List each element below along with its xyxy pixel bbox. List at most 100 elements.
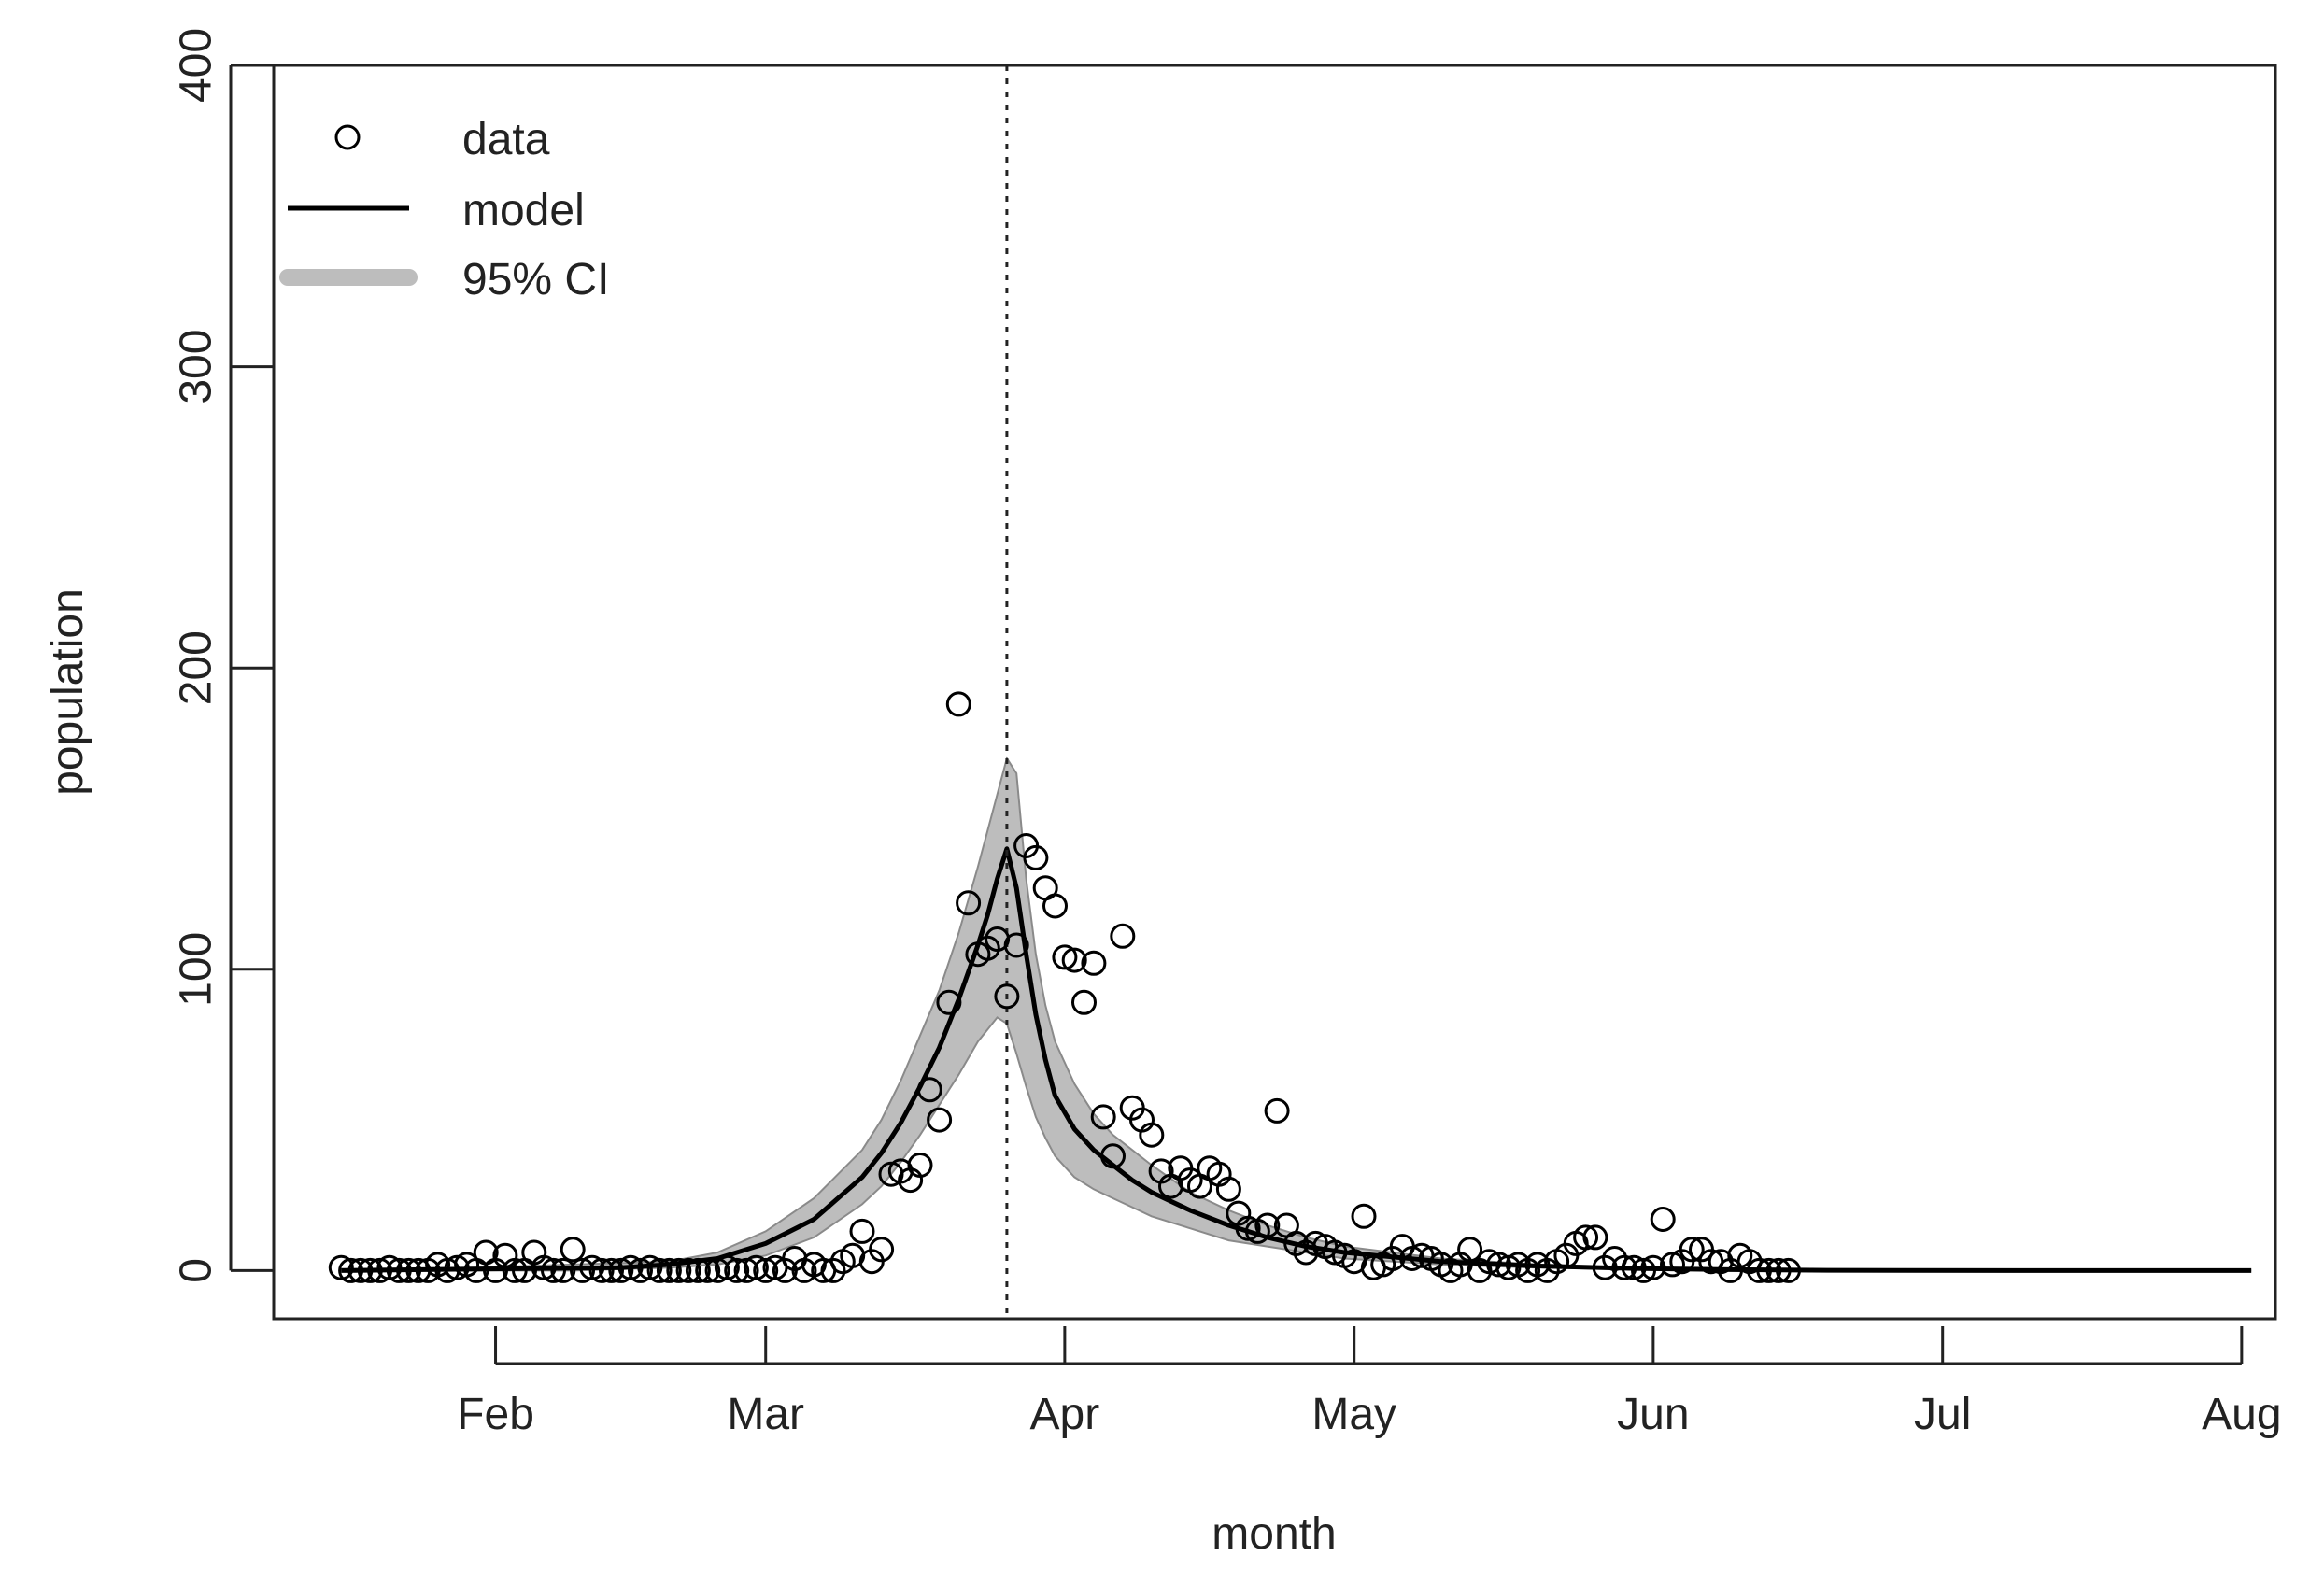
data-point	[1264, 1097, 1290, 1124]
data-point	[714, 1254, 740, 1280]
x-axis: Feb Mar Apr May Jun Jul Aug	[457, 1326, 2282, 1439]
data-point	[927, 1107, 953, 1133]
data-point	[743, 1254, 769, 1280]
data-point	[1582, 1224, 1608, 1251]
data-point	[753, 1257, 779, 1283]
y-tick-label: 200	[172, 630, 221, 705]
data-point	[1573, 1224, 1599, 1251]
data-point	[1351, 1203, 1377, 1229]
data-point	[1679, 1237, 1705, 1263]
model-line-layer	[341, 846, 2252, 1273]
data-point	[849, 1218, 875, 1244]
legend-label-ci: 95% CI	[462, 255, 609, 304]
data-point	[956, 890, 982, 916]
data-point	[1081, 950, 1107, 976]
data-point	[570, 1257, 595, 1283]
data-point	[1235, 1215, 1261, 1241]
data-point	[617, 1254, 644, 1280]
data-point	[328, 1254, 354, 1280]
data-point	[907, 1153, 933, 1178]
data-point	[1071, 989, 1097, 1015]
data-point	[1061, 947, 1087, 973]
data-point	[1457, 1237, 1483, 1263]
data-point	[656, 1257, 682, 1283]
x-tick-label: Feb	[457, 1390, 534, 1439]
x-tick-label: Apr	[1030, 1390, 1100, 1439]
y-axis: 0 100 200 300 400	[172, 28, 274, 1283]
y-tick-label: 400	[172, 28, 221, 103]
model-line	[341, 846, 2252, 1273]
data-point	[733, 1257, 759, 1283]
data-points-layer	[328, 691, 1801, 1283]
data-point	[1747, 1257, 1772, 1283]
data-point	[444, 1254, 470, 1280]
data-point	[502, 1257, 528, 1283]
data-point	[1215, 1176, 1241, 1202]
data-point	[338, 1257, 364, 1283]
data-point	[560, 1237, 586, 1263]
data-point	[1756, 1257, 1782, 1283]
data-point	[1776, 1257, 1801, 1283]
data-point	[1100, 1143, 1126, 1169]
data-point	[1399, 1246, 1425, 1271]
data-point	[936, 989, 962, 1015]
data-point	[1660, 1252, 1685, 1278]
x-tick-label: Mar	[727, 1390, 804, 1439]
x-tick-label: May	[1311, 1390, 1396, 1439]
data-point	[724, 1257, 750, 1283]
data-point	[541, 1257, 566, 1283]
data-point	[579, 1254, 605, 1280]
data-point	[550, 1257, 576, 1283]
data-point	[945, 691, 971, 717]
data-point	[1254, 1212, 1281, 1238]
data-point	[376, 1254, 403, 1280]
x-tick-label: Jul	[1914, 1390, 1971, 1439]
data-point	[1621, 1254, 1647, 1280]
data-point	[608, 1257, 634, 1283]
data-point	[675, 1257, 701, 1283]
data-point	[695, 1257, 721, 1283]
data-point	[916, 1077, 942, 1103]
y-tick-label: 100	[172, 932, 221, 1007]
data-point	[1023, 844, 1049, 870]
data-point	[1003, 932, 1029, 958]
y-axis-title: population	[43, 588, 92, 796]
legend-label-data: data	[462, 115, 550, 164]
legend: data model 95% CI	[279, 115, 609, 304]
data-point	[1650, 1207, 1676, 1232]
data-point	[1765, 1257, 1792, 1283]
data-point	[599, 1257, 624, 1283]
data-point	[347, 1257, 374, 1283]
data-point	[367, 1257, 393, 1283]
legend-point-swatch	[334, 124, 361, 150]
x-tick-label: Jun	[1617, 1390, 1689, 1439]
data-point	[1611, 1254, 1637, 1280]
data-point	[1631, 1257, 1656, 1283]
data-point	[685, 1257, 711, 1283]
data-point	[666, 1257, 692, 1283]
data-point	[994, 983, 1020, 1010]
data-point	[869, 1237, 895, 1263]
data-point	[357, 1257, 383, 1283]
data-point	[588, 1257, 615, 1283]
y-tick-label: 300	[172, 330, 221, 404]
data-point	[1052, 944, 1078, 970]
x-axis-title: month	[1212, 1509, 1336, 1559]
data-point	[704, 1257, 730, 1283]
data-point	[531, 1254, 557, 1280]
data-point	[386, 1257, 412, 1283]
data-point	[1640, 1254, 1666, 1280]
plot-frame	[272, 64, 2277, 1321]
data-point	[1042, 893, 1068, 919]
data-point	[646, 1257, 673, 1283]
x-tick-label: Aug	[2202, 1390, 2281, 1439]
data-point	[396, 1257, 422, 1283]
data-point	[1139, 1122, 1165, 1148]
data-point	[1495, 1254, 1522, 1280]
data-point	[637, 1254, 663, 1280]
legend-label-model: model	[462, 186, 585, 235]
data-point	[1110, 923, 1136, 949]
y-tick-label: 0	[172, 1258, 221, 1283]
